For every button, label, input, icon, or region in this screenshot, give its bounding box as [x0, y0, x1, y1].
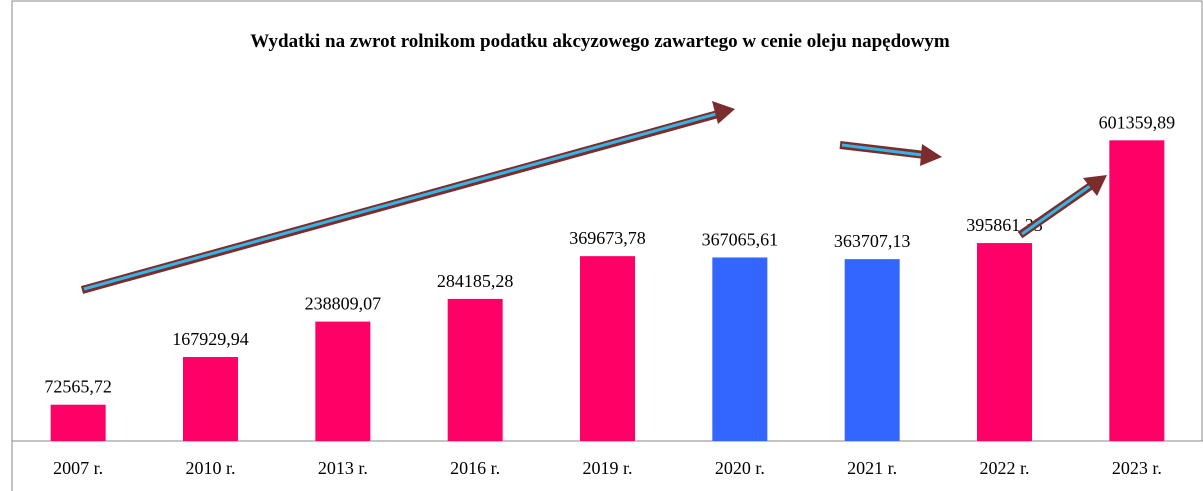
x-tick-label: 2016 r. — [450, 458, 500, 478]
x-tick-label: 2019 r. — [582, 458, 632, 478]
data-label: 601359,89 — [1099, 112, 1176, 132]
x-tick-label: 2021 r. — [847, 458, 897, 478]
bar — [315, 321, 371, 441]
x-tick-label: 2022 r. — [979, 458, 1029, 478]
x-tick-label: 2013 r. — [318, 458, 368, 478]
bar — [447, 298, 503, 441]
bar — [183, 357, 238, 441]
bar — [50, 404, 106, 441]
arrow-head — [712, 101, 735, 124]
arrow-core — [1021, 184, 1091, 236]
x-tick-label: 2023 r. — [1112, 458, 1162, 478]
bar — [712, 257, 768, 441]
data-label: 167929,94 — [172, 329, 249, 349]
data-label: 238809,07 — [305, 294, 382, 314]
chart-title: Wydatki na zwrot rolnikom podatku akcyzo… — [250, 31, 950, 52]
bar — [844, 259, 900, 441]
trend-arrows — [80, 101, 1107, 294]
data-label: 363707,13 — [834, 231, 911, 251]
bar — [580, 256, 635, 441]
x-tick-label: 2010 r. — [185, 458, 235, 478]
x-tick-label: 2007 r. — [53, 458, 103, 478]
bar — [1109, 140, 1165, 441]
data-label: 72565,72 — [44, 377, 112, 397]
bar — [977, 243, 1032, 441]
arrow-core — [83, 112, 717, 291]
arrow-head — [1083, 175, 1107, 196]
arrow-core — [841, 143, 923, 157]
arrow-head — [920, 144, 942, 166]
data-label: 369673,78 — [569, 228, 646, 248]
data-label: 284185,28 — [437, 271, 514, 291]
x-tick-label: 2020 r. — [715, 458, 765, 478]
data-label: 367065,61 — [702, 229, 779, 249]
